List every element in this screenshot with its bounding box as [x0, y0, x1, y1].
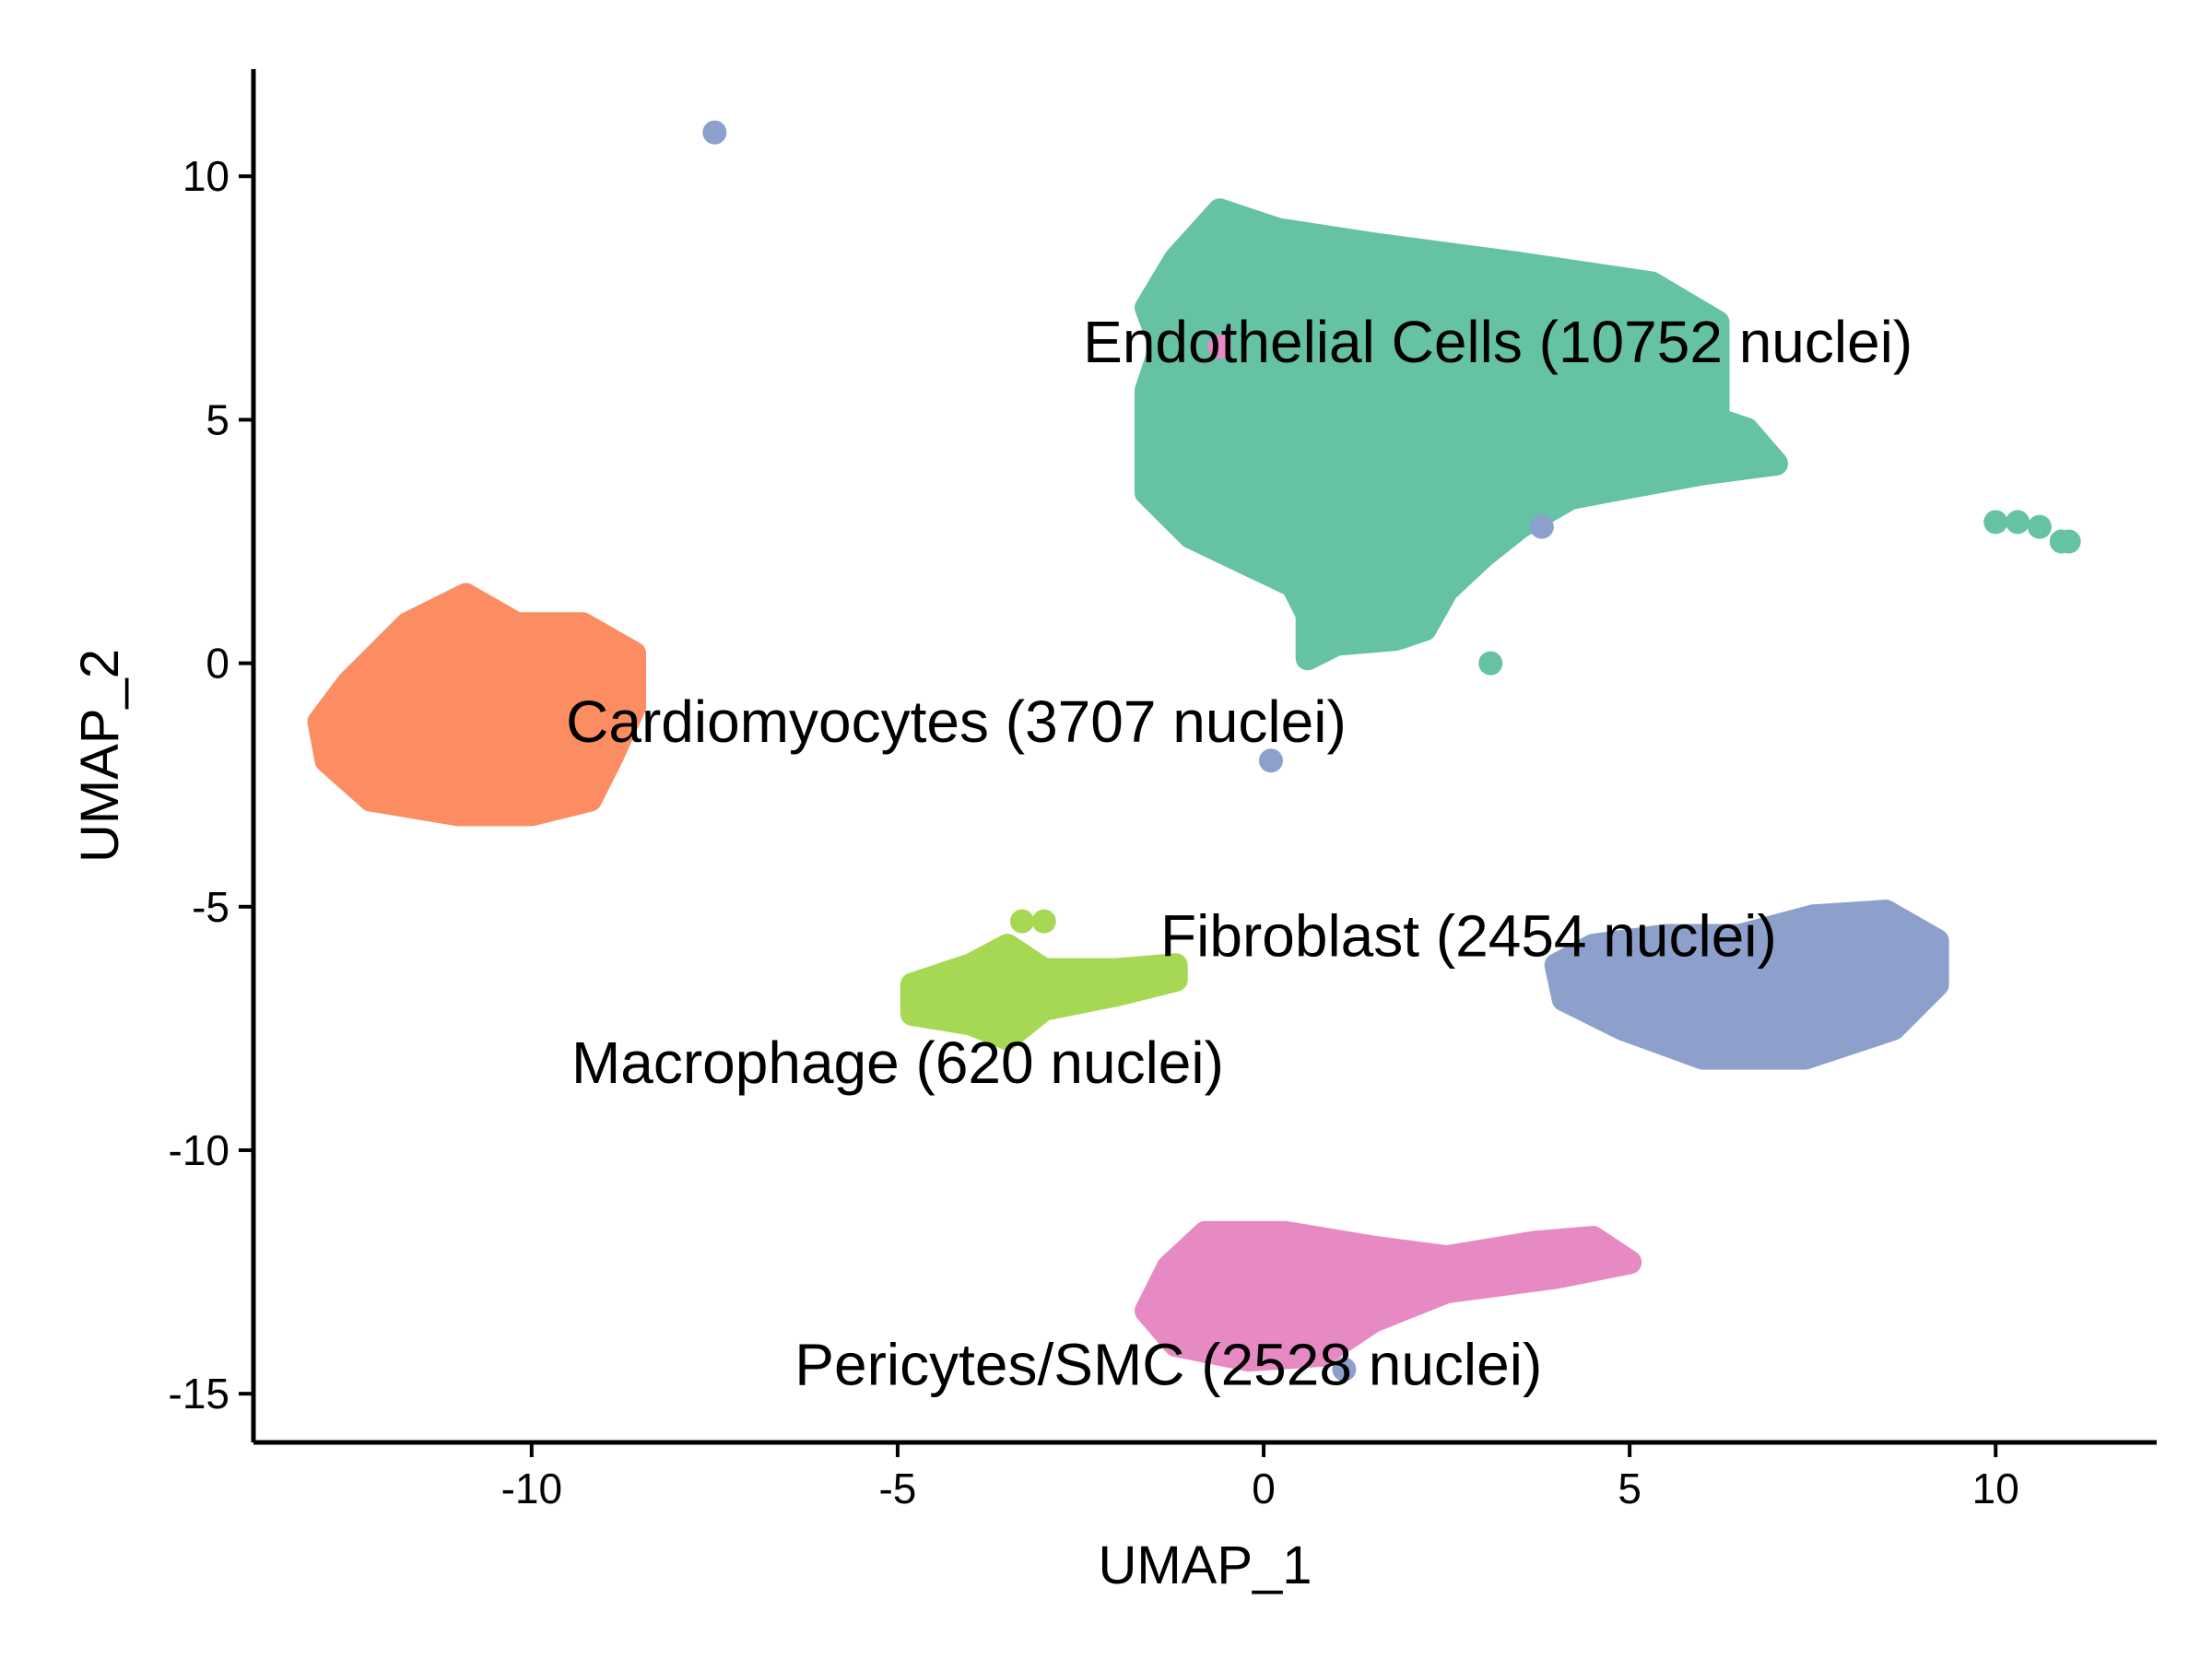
cluster-pericytes-smc — [1135, 335, 1642, 1372]
data-point-fibroblast — [702, 120, 727, 145]
x-tick-label: 5 — [1618, 1465, 1641, 1512]
cluster-label-fibroblast: Fibroblast (2454 nuclei) — [1160, 902, 1777, 969]
cluster-label-pericytes-smc: Pericytes/SMC (2528 nuclei) — [794, 1331, 1542, 1397]
cluster-labels: Endothelial Cells (10752 nuclei) Cardiomy… — [566, 309, 1912, 1398]
data-point-fibroblast — [1332, 1357, 1357, 1382]
cluster-layer — [307, 120, 2081, 1382]
cluster-endothelial-cells — [1135, 198, 2081, 676]
data-point-macrophage — [1031, 909, 1056, 934]
cluster-fibroblast — [702, 120, 1949, 1382]
y-tick-label: -10 — [169, 1126, 229, 1174]
x-tick-label: -10 — [501, 1465, 562, 1512]
data-point-macrophage — [1009, 909, 1034, 934]
data-point-endothelial-cells — [1478, 651, 1503, 676]
cluster-label-endothelial-cells: Endothelial Cells (10752 nuclei) — [1083, 309, 1912, 375]
cluster-label-cardiomyocytes: Cardiomyocytes (3707 nuclei) — [566, 688, 1347, 755]
cluster-region-macrophage — [900, 934, 1188, 1051]
data-point-endothelial-cells — [2027, 514, 2052, 539]
cluster-macrophage — [900, 909, 1188, 1051]
cluster-region-cardiomyocytes — [307, 582, 646, 827]
data-point-fibroblast — [1529, 514, 1554, 539]
cluster-region-endothelial-cells — [1135, 198, 1788, 671]
y-tick-label: -15 — [169, 1370, 229, 1418]
cluster-label-macrophage: Macrophage (620 nuclei) — [571, 1030, 1224, 1096]
y-tick-label: 5 — [206, 395, 229, 443]
y-tick-label: -5 — [192, 883, 229, 931]
y-axis-title: UMAP_2 — [70, 649, 130, 863]
data-point-endothelial-cells — [2056, 529, 2081, 554]
y-tick-label: 0 — [206, 640, 229, 688]
data-point-endothelial-cells — [2006, 510, 2030, 535]
x-tick-label: 10 — [1972, 1465, 2019, 1512]
data-point-endothelial-cells — [1983, 510, 2008, 535]
x-axis-title: UMAP_1 — [1098, 1535, 1312, 1595]
axes — [251, 69, 2157, 1445]
x-tick-label: 0 — [1252, 1465, 1276, 1512]
cluster-cardiomyocytes — [307, 582, 646, 827]
y-tick-label: 10 — [182, 152, 229, 200]
cluster-region-pericytes-smc — [1135, 1220, 1642, 1372]
ticks: -10 -5 0 5 10 -15 -10 -5 0 5 10 — [169, 152, 2019, 1512]
data-point-pericytes-smc — [1207, 335, 1232, 359]
data-point-fibroblast — [1258, 748, 1283, 773]
x-tick-label: -5 — [878, 1465, 916, 1512]
cluster-region-fibroblast — [1544, 900, 1949, 1070]
